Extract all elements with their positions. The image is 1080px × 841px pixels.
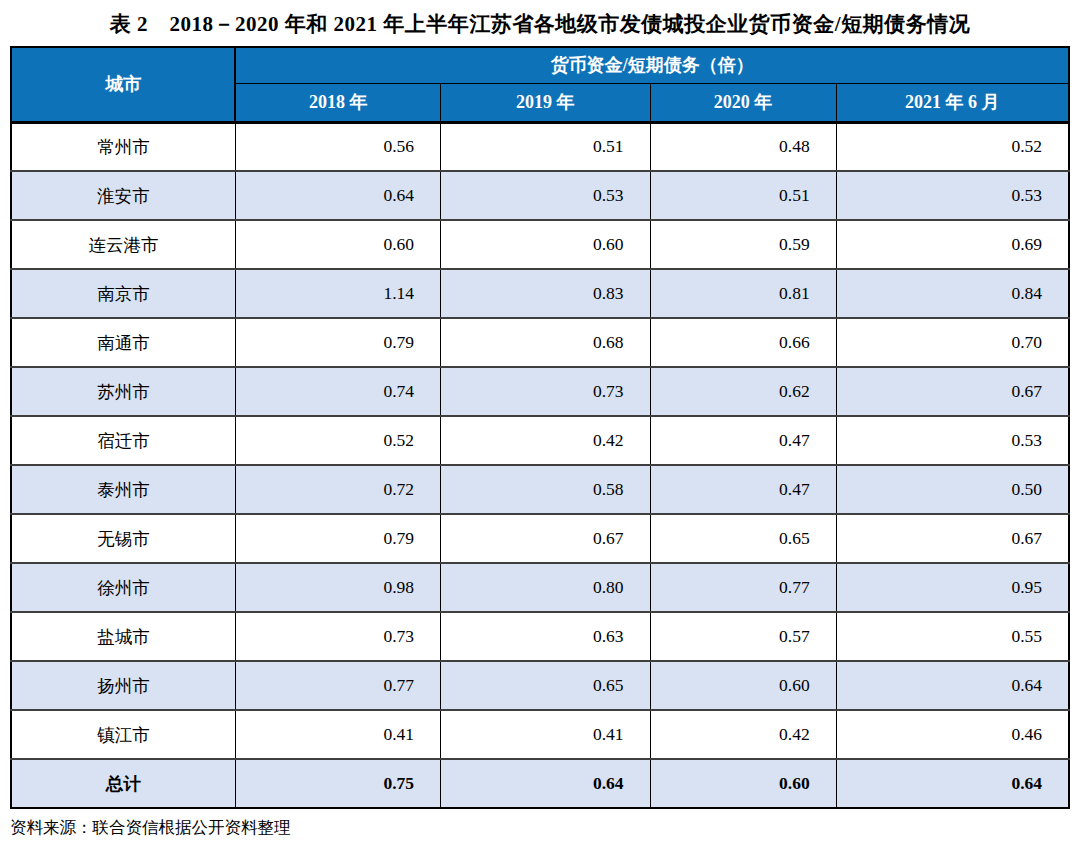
value-cell: 0.53 [836,416,1069,465]
value-cell: 0.70 [836,318,1069,367]
column-group-header-ratio: 货币资金/短期债务（倍） [235,47,1069,83]
table-row: 连云港市 0.60 0.60 0.59 0.69 [11,220,1069,269]
city-cell: 南京市 [11,269,235,318]
table-row: 宿迁市 0.52 0.42 0.47 0.53 [11,416,1069,465]
table-row: 镇江市 0.41 0.41 0.42 0.46 [11,710,1069,759]
value-cell: 0.98 [235,563,440,612]
value-cell: 0.53 [836,171,1069,220]
column-header-2019: 2019 年 [441,83,650,122]
table-row: 南京市 1.14 0.83 0.81 0.84 [11,269,1069,318]
value-cell: 0.60 [650,661,836,710]
city-cell: 淮安市 [11,171,235,220]
value-cell: 0.46 [836,710,1069,759]
table-row: 南通市 0.79 0.68 0.66 0.70 [11,318,1069,367]
table-body: 常州市 0.56 0.51 0.48 0.52 淮安市 0.64 0.53 0.… [11,122,1069,808]
table-row: 徐州市 0.98 0.80 0.77 0.95 [11,563,1069,612]
value-cell: 0.95 [836,563,1069,612]
value-cell: 0.60 [235,220,440,269]
value-cell: 0.83 [441,269,650,318]
value-cell: 0.66 [650,318,836,367]
source-note: 资料来源：联合资信根据公开资料整理 [10,817,1080,839]
value-cell: 0.69 [836,220,1069,269]
value-cell: 0.73 [235,612,440,661]
value-cell: 0.64 [836,661,1069,710]
value-cell: 0.42 [650,710,836,759]
value-cell: 0.57 [650,612,836,661]
value-cell: 0.72 [235,465,440,514]
city-cell: 南通市 [11,318,235,367]
column-header-2018: 2018 年 [235,83,440,122]
city-cell: 徐州市 [11,563,235,612]
city-cell: 镇江市 [11,710,235,759]
value-cell: 0.41 [235,710,440,759]
value-cell: 0.51 [441,122,650,171]
city-cell: 无锡市 [11,514,235,563]
value-cell: 0.47 [650,465,836,514]
value-cell: 0.65 [650,514,836,563]
value-cell: 0.84 [836,269,1069,318]
value-cell: 0.64 [441,759,650,808]
value-cell: 0.68 [441,318,650,367]
value-cell: 0.53 [441,171,650,220]
value-cell: 0.56 [235,122,440,171]
value-cell: 0.51 [650,171,836,220]
value-cell: 0.79 [235,514,440,563]
data-table: 城市 货币资金/短期债务（倍） 2018 年 2019 年 2020 年 202… [10,46,1070,809]
value-cell: 0.62 [650,367,836,416]
table-row: 扬州市 0.77 0.65 0.60 0.64 [11,661,1069,710]
value-cell: 0.77 [235,661,440,710]
city-cell: 苏州市 [11,367,235,416]
table-row: 盐城市 0.73 0.63 0.57 0.55 [11,612,1069,661]
value-cell: 0.67 [441,514,650,563]
value-cell: 0.59 [650,220,836,269]
value-cell: 0.80 [441,563,650,612]
table-row: 常州市 0.56 0.51 0.48 0.52 [11,122,1069,171]
value-cell: 0.58 [441,465,650,514]
city-cell: 盐城市 [11,612,235,661]
table-title: 表 2 2018－2020 年和 2021 年上半年江苏省各地级市发债城投企业货… [8,10,1072,38]
value-cell: 0.77 [650,563,836,612]
value-cell: 0.50 [836,465,1069,514]
value-cell: 0.48 [650,122,836,171]
value-cell: 0.81 [650,269,836,318]
table-row: 无锡市 0.79 0.67 0.65 0.67 [11,514,1069,563]
city-cell: 总计 [11,759,235,808]
value-cell: 0.41 [441,710,650,759]
value-cell: 1.14 [235,269,440,318]
table-row: 泰州市 0.72 0.58 0.47 0.50 [11,465,1069,514]
column-header-2020: 2020 年 [650,83,836,122]
value-cell: 0.67 [836,367,1069,416]
city-cell: 泰州市 [11,465,235,514]
value-cell: 0.52 [836,122,1069,171]
value-cell: 0.63 [441,612,650,661]
value-cell: 0.74 [235,367,440,416]
table-row: 苏州市 0.74 0.73 0.62 0.67 [11,367,1069,416]
city-cell: 宿迁市 [11,416,235,465]
value-cell: 0.73 [441,367,650,416]
city-cell: 常州市 [11,122,235,171]
value-cell: 0.47 [650,416,836,465]
value-cell: 0.67 [836,514,1069,563]
value-cell: 0.55 [836,612,1069,661]
value-cell: 0.42 [441,416,650,465]
table-row: 总计 0.75 0.64 0.60 0.64 [11,759,1069,808]
document-page: 表 2 2018－2020 年和 2021 年上半年江苏省各地级市发债城投企业货… [0,0,1080,841]
city-cell: 连云港市 [11,220,235,269]
column-header-city: 城市 [11,47,235,122]
value-cell: 0.52 [235,416,440,465]
table-row: 淮安市 0.64 0.53 0.51 0.53 [11,171,1069,220]
value-cell: 0.60 [650,759,836,808]
value-cell: 0.65 [441,661,650,710]
column-header-2021-jun: 2021 年 6 月 [836,83,1069,122]
value-cell: 0.79 [235,318,440,367]
city-cell: 扬州市 [11,661,235,710]
value-cell: 0.64 [235,171,440,220]
value-cell: 0.75 [235,759,440,808]
table-header: 城市 货币资金/短期债务（倍） 2018 年 2019 年 2020 年 202… [11,47,1069,122]
value-cell: 0.64 [836,759,1069,808]
value-cell: 0.60 [441,220,650,269]
